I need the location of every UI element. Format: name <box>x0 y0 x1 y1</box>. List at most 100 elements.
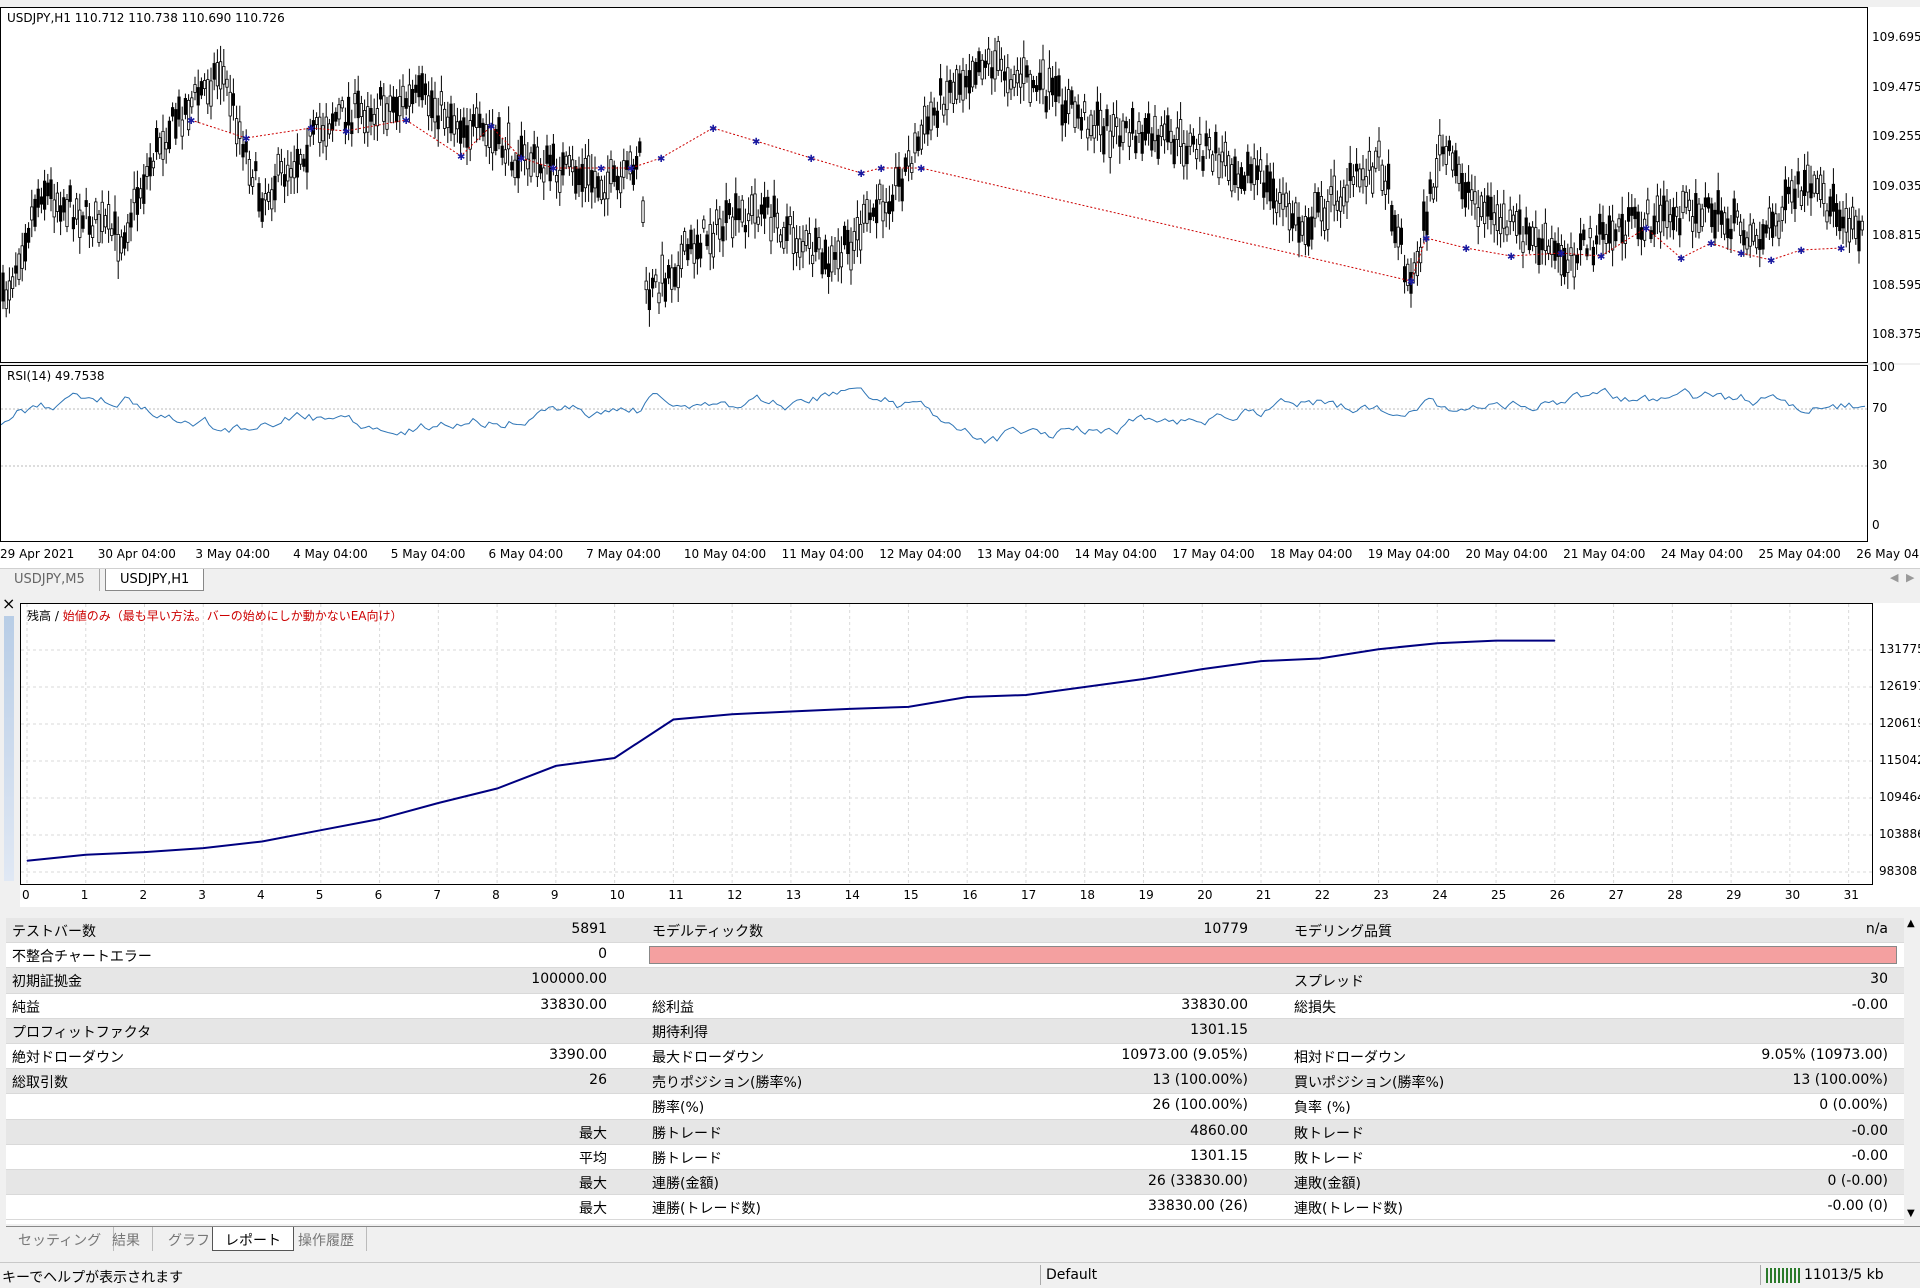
svg-text:✱: ✱ <box>1797 246 1805 257</box>
svg-text:✱: ✱ <box>1767 256 1775 267</box>
svg-text:✱: ✱ <box>187 116 195 127</box>
price-level-label: 109.475 <box>1872 79 1920 94</box>
price-level-label: 108.375 <box>1872 327 1920 341</box>
svg-text:✱: ✱ <box>709 124 717 135</box>
balance-x-tick: 0 <box>22 888 30 902</box>
price-level-label: 108.815 <box>1872 228 1920 242</box>
rsi-indicator-panel[interactable]: RSI(14) 49.7538 <box>0 365 1868 542</box>
tab-scroll-left-icon[interactable]: ◀ <box>1890 571 1899 584</box>
time-axis-label: 17 May 04:00 <box>1172 547 1255 561</box>
balance-y-tick: 131775 <box>1879 642 1920 657</box>
report-row: 最大 連勝(トレード数) 33830.00 (26) 連敗(トレード数) -0.00 (… <box>6 1195 1904 1221</box>
report-value-2: 10779 <box>1203 921 1248 937</box>
balance-x-tick: 18 <box>1079 888 1095 902</box>
report-label-1: 不整合チャートエラー <box>12 949 152 966</box>
report-value-2: 33830.00 (26) <box>1148 1198 1248 1215</box>
balance-point <box>1554 640 1556 642</box>
report-label-3: 敗トレード <box>1294 1150 1364 1167</box>
time-axis-label: 11 May 04:00 <box>781 547 864 561</box>
report-table: テストバー数 5891 モデルティック数 10779 モデリング品質 n/a 不整合チャート… <box>6 918 1904 1224</box>
balance-point <box>966 696 968 698</box>
balance-x-tick: 17 <box>1020 888 1037 902</box>
tab-results[interactable]: 結果 <box>100 1227 153 1251</box>
price-chart-header: USDJPY,H1 110.712 110.738 110.690 110.72… <box>7 11 285 25</box>
rsi-level-label: 100 <box>1872 360 1895 374</box>
report-row: 絶対ドローダウン 3390.00 最大ドローダウン 10973.00 (9.05%) 相… <box>6 1044 1904 1070</box>
time-axis-label: 18 May 04:00 <box>1270 547 1353 561</box>
price-level-label: 109.695 <box>1872 30 1920 44</box>
tab-scroll-right-icon[interactable]: ▶ <box>1906 571 1915 584</box>
balance-point <box>496 787 498 789</box>
report-value-1: 100000.00 <box>531 971 607 988</box>
tab-usdjpy-m5[interactable]: USDJPY,M5 <box>0 569 100 591</box>
time-axis-label: 4 May 04:00 <box>293 547 368 561</box>
svg-text:✱: ✱ <box>1507 252 1515 263</box>
close-tester-icon[interactable]: × <box>2 594 16 613</box>
report-label-2: 勝トレード <box>652 1150 722 1167</box>
price-level-label: 108.595 <box>1872 277 1920 292</box>
report-label-2: 連勝(トレード数) <box>652 1201 761 1218</box>
status-profile[interactable]: Default <box>1046 1267 1098 1283</box>
svg-text:✱: ✱ <box>1422 234 1430 245</box>
tab-report[interactable]: レポート <box>212 1227 294 1251</box>
balance-y-tick: 126197 <box>1879 679 1920 694</box>
tester-grip[interactable] <box>4 616 14 881</box>
balance-point <box>790 711 792 713</box>
report-value-3: -0.00 <box>1851 1122 1888 1139</box>
report-scrollbar[interactable]: ▲ ▼ <box>1904 918 1920 1224</box>
report-value-1: 最大 <box>579 1176 607 1192</box>
balance-x-tick: 31 <box>1843 888 1859 902</box>
graph-title: 残高 / 始値のみ（最も早い方法。バーの始めにしか動かないEA向け） <box>27 607 402 624</box>
balance-point <box>26 860 28 862</box>
balance-x-tick: 26 <box>1549 888 1566 902</box>
report-value-1: 5891 <box>571 921 607 937</box>
report-label-3: 敗トレード <box>1294 1125 1364 1142</box>
svg-text:✱: ✱ <box>1707 239 1715 250</box>
svg-text:✱: ✱ <box>307 124 315 135</box>
balance-scale: 131775 126197 120619 115042 109464 103886 9830… <box>1873 603 1920 885</box>
report-label-2: 期待利得 <box>652 1024 708 1041</box>
svg-text:✱: ✱ <box>807 154 815 165</box>
tab-settings[interactable]: セッティング <box>6 1227 115 1251</box>
scroll-down-icon[interactable]: ▼ <box>1907 1208 1915 1219</box>
balance-y-tick: 103886 <box>1879 826 1920 841</box>
tab-usdjpy-h1[interactable]: USDJPY,H1 <box>105 569 205 591</box>
report-label-3: 負率 (%) <box>1294 1100 1351 1117</box>
svg-text:✱: ✱ <box>1837 244 1845 255</box>
balance-point <box>202 847 204 849</box>
report-value-3: 13 (100.00%) <box>1792 1072 1888 1089</box>
balance-x-tick: 27 <box>1608 888 1624 902</box>
time-axis-label: 13 May 04:00 <box>976 547 1060 561</box>
balance-graph-canvas <box>21 604 1872 884</box>
balance-y-tick: 115042 <box>1879 752 1920 767</box>
rsi-scale: 100 70 30 0 <box>1868 360 1920 542</box>
tab-journal[interactable]: 操作履歴 <box>286 1227 367 1251</box>
balance-x-tick: 15 <box>903 888 919 902</box>
balance-x-tick: 20 <box>1197 888 1213 902</box>
balance-x-tick: 2 <box>139 888 148 902</box>
svg-text:✱: ✱ <box>1737 249 1745 260</box>
report-value-3: 30 <box>1870 971 1888 988</box>
balance-point <box>1378 648 1380 650</box>
svg-text:✱: ✱ <box>242 134 250 145</box>
price-level-label: 109.035 <box>1872 178 1920 193</box>
balance-point <box>144 851 146 853</box>
time-axis-label: 20 May 04:00 <box>1465 547 1548 561</box>
scroll-up-icon[interactable]: ▲ <box>1907 918 1915 929</box>
balance-x-tick: 29 <box>1726 888 1742 902</box>
time-axis-label: 3 May 04:00 <box>195 547 271 561</box>
rsi-header: RSI(14) 49.7538 <box>7 369 105 383</box>
balance-point <box>672 718 674 720</box>
price-scale[interactable]: 109.695 109.475 109.255 109.035 108.815 108.5… <box>1868 7 1920 363</box>
time-axis-label: 29 Apr 2021 <box>0 547 75 561</box>
balance-graph-panel: 残高 / 始値のみ（最も早い方法。バーの始めにしか動かないEA向け） <box>20 603 1873 885</box>
report-label-3: スプレッド <box>1294 974 1364 991</box>
report-row: 勝率(%) 26 (100.00%) 負率 (%) 0 (0.00%) <box>6 1094 1904 1120</box>
report-label-2: モデルティック数 <box>652 924 764 940</box>
time-axis-label: 7 May 04:00 <box>586 547 661 561</box>
report-value-1: 最大 <box>579 1201 607 1218</box>
balance-x-tick: 10 <box>609 888 625 902</box>
report-value-2: 33830.00 <box>1181 996 1248 1013</box>
balance-x-tick: 11 <box>668 888 684 902</box>
price-chart-panel[interactable]: USDJPY,H1 110.712 110.738 110.690 110.72… <box>0 7 1868 363</box>
